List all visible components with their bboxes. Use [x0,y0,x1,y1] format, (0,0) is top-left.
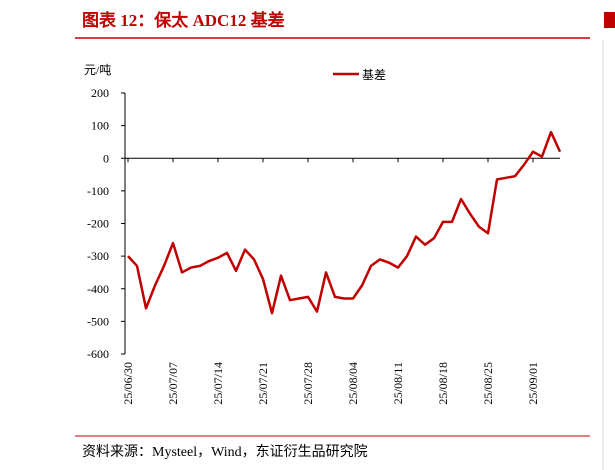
legend-label: 基差 [362,68,386,82]
x-tick-label: 25/08/04 [346,362,360,405]
y-unit: 元/吨 [84,63,111,77]
x-tick-label: 25/08/11 [391,362,405,404]
y-tick-label: 200 [91,86,109,100]
y-tick-label: 0 [103,151,109,165]
source: 资料来源：Mysteel，Wind，东证衍生品研究院 [82,444,368,460]
y-tick-label: 100 [91,119,109,133]
line-series [127,130,562,315]
x-tick-label: 25/09/01 [526,362,540,405]
y-tick-label: -300 [87,249,109,263]
x-tick-label: 25/06/30 [121,362,135,405]
chart-title: 图表 12：保太 ADC12 基差 [82,10,285,30]
y-tick-label: -200 [87,217,109,231]
x-tick-label: 25/07/14 [211,362,225,405]
x-tick-label: 25/07/07 [166,362,180,405]
y-tick-label: -600 [87,347,109,361]
y-tick-label: -500 [87,314,109,328]
x-tick-label: 25/07/28 [301,362,315,405]
y-tick-label: -100 [87,184,109,198]
cut-edge [604,12,615,28]
y-tick-label: -400 [87,282,109,296]
x-tick-label: 25/08/18 [436,362,450,405]
x-tick-label: 25/08/25 [481,362,495,405]
x-tick-label: 25/07/21 [256,362,270,405]
